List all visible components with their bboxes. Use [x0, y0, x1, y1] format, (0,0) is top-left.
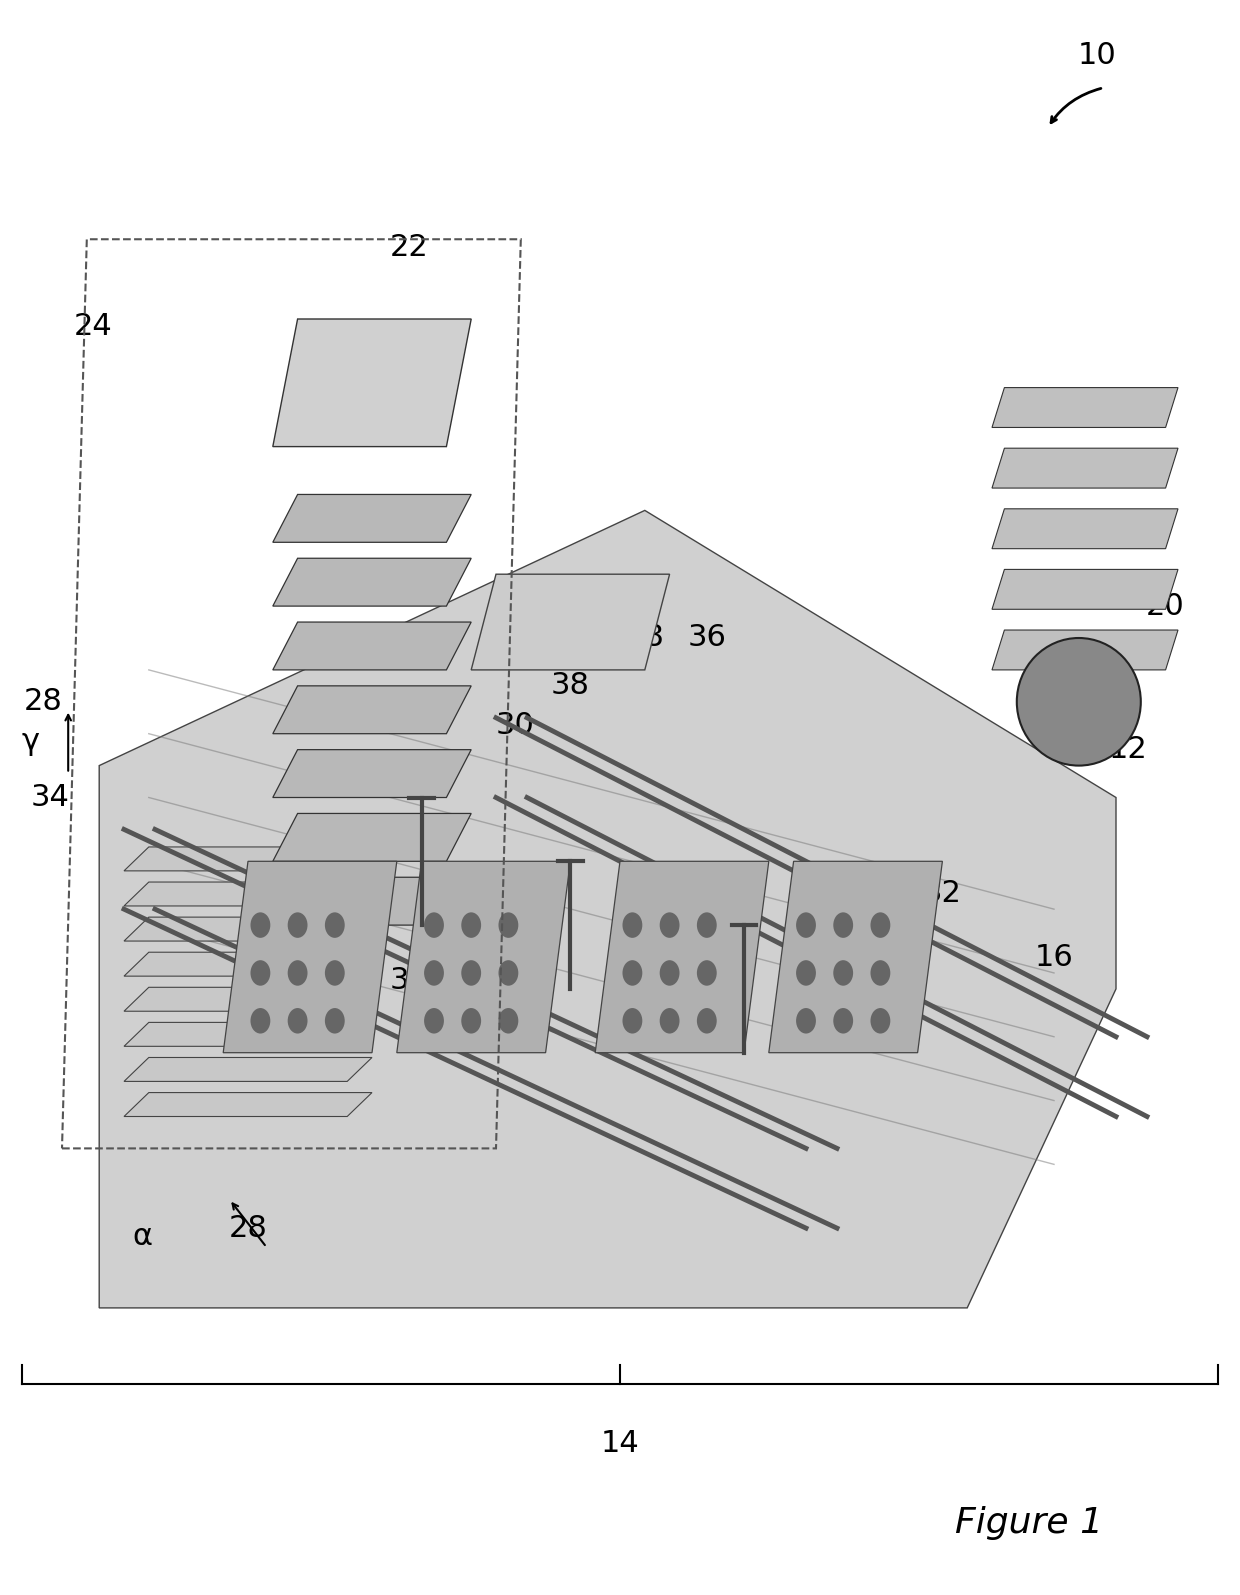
Circle shape	[498, 1008, 518, 1034]
Polygon shape	[397, 861, 570, 1053]
Circle shape	[498, 960, 518, 986]
Circle shape	[697, 912, 717, 938]
Circle shape	[622, 960, 642, 986]
Polygon shape	[124, 1057, 372, 1081]
Polygon shape	[124, 1022, 372, 1046]
Circle shape	[250, 912, 270, 938]
Polygon shape	[992, 448, 1178, 488]
Circle shape	[325, 960, 345, 986]
Polygon shape	[273, 813, 471, 861]
Text: 30: 30	[495, 711, 534, 740]
Circle shape	[870, 912, 890, 938]
Circle shape	[325, 1008, 345, 1034]
Circle shape	[288, 1008, 308, 1034]
Text: 36: 36	[389, 967, 429, 995]
Text: Figure 1: Figure 1	[955, 1506, 1104, 1541]
Polygon shape	[124, 882, 372, 906]
Polygon shape	[99, 510, 1116, 1308]
Text: 30: 30	[309, 911, 348, 939]
Polygon shape	[769, 861, 942, 1053]
Polygon shape	[992, 388, 1178, 427]
Circle shape	[325, 912, 345, 938]
Polygon shape	[273, 558, 471, 606]
Circle shape	[833, 1008, 853, 1034]
Circle shape	[461, 1008, 481, 1034]
Text: 28: 28	[228, 1214, 268, 1243]
Circle shape	[660, 960, 680, 986]
Ellipse shape	[1017, 638, 1141, 766]
Circle shape	[288, 960, 308, 986]
Circle shape	[424, 960, 444, 986]
Polygon shape	[992, 569, 1178, 609]
Circle shape	[796, 960, 816, 986]
Polygon shape	[124, 987, 372, 1011]
Polygon shape	[273, 622, 471, 670]
Circle shape	[288, 912, 308, 938]
Text: 36: 36	[687, 624, 727, 652]
Text: 22: 22	[389, 233, 429, 262]
Text: 24: 24	[73, 313, 113, 341]
Polygon shape	[124, 1093, 372, 1116]
Circle shape	[622, 1008, 642, 1034]
Circle shape	[461, 912, 481, 938]
Text: 14: 14	[600, 1429, 640, 1458]
Text: 34: 34	[30, 783, 69, 812]
Circle shape	[660, 1008, 680, 1034]
Polygon shape	[124, 917, 372, 941]
Circle shape	[498, 912, 518, 938]
Text: 16: 16	[1034, 943, 1074, 971]
Polygon shape	[223, 861, 397, 1053]
Circle shape	[796, 1008, 816, 1034]
Text: 38: 38	[551, 671, 590, 700]
Circle shape	[424, 1008, 444, 1034]
Polygon shape	[273, 494, 471, 542]
Polygon shape	[992, 630, 1178, 670]
Polygon shape	[471, 574, 670, 670]
Text: γ: γ	[22, 727, 40, 756]
Circle shape	[697, 960, 717, 986]
Text: 12: 12	[1109, 735, 1148, 764]
Text: 26: 26	[513, 592, 553, 620]
Circle shape	[461, 960, 481, 986]
Polygon shape	[992, 509, 1178, 549]
Circle shape	[250, 1008, 270, 1034]
Circle shape	[250, 960, 270, 986]
Polygon shape	[595, 861, 769, 1053]
Text: 32: 32	[923, 879, 962, 908]
Polygon shape	[124, 952, 372, 976]
Polygon shape	[124, 847, 372, 871]
Text: 26: 26	[823, 975, 863, 1003]
Circle shape	[424, 912, 444, 938]
Circle shape	[796, 912, 816, 938]
Circle shape	[622, 912, 642, 938]
Polygon shape	[273, 319, 471, 447]
Text: 20: 20	[1146, 592, 1185, 620]
Text: α: α	[133, 1222, 153, 1250]
Circle shape	[870, 1008, 890, 1034]
Text: 18: 18	[625, 624, 665, 652]
Circle shape	[697, 1008, 717, 1034]
Polygon shape	[273, 750, 471, 798]
Circle shape	[833, 960, 853, 986]
Circle shape	[833, 912, 853, 938]
Polygon shape	[273, 877, 471, 925]
Polygon shape	[273, 686, 471, 734]
Text: 10: 10	[1078, 41, 1117, 70]
Text: 28: 28	[24, 687, 63, 716]
Circle shape	[660, 912, 680, 938]
Circle shape	[870, 960, 890, 986]
